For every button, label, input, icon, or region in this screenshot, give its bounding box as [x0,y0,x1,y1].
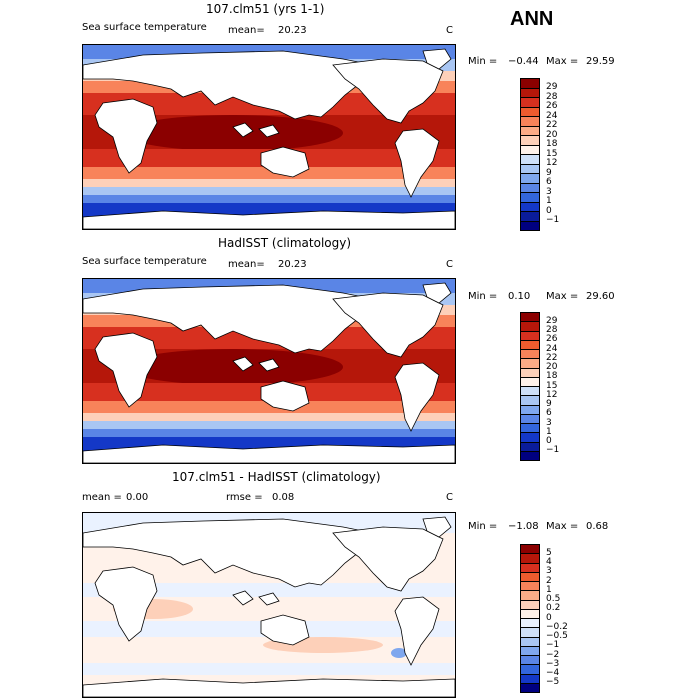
panel2-min-value: 0.10 [508,291,531,302]
panel1-variable: Sea surface temperature [82,22,207,33]
panel1-map [82,44,456,230]
panel1-max-label: Max = [546,56,579,67]
colorbar-label: 2 [546,575,552,586]
colorbar-label: 22 [546,120,558,130]
colorbar-label: −3 [546,658,560,669]
colorbar-label: 0.5 [546,594,561,604]
panel2-mean-value: 20.23 [278,259,307,270]
panel3-mean-label: mean = [82,492,122,503]
colorbar-label: −2 [546,649,560,660]
colorbar-label: 22 [546,352,558,363]
panel2-map-svg [83,279,455,463]
colorbar-label: −1 [546,215,560,225]
panel1-units: C [446,25,453,36]
colorbar-label: 18 [546,371,558,382]
panel1-mean-value: 20.23 [278,25,307,36]
panel3-min-value: −1.08 [508,521,539,532]
colorbar-label: 1 [546,584,552,595]
colorbar-label: −0.2 [546,621,568,632]
panel1-min-label: Min = [468,56,498,67]
panel1-max-value: 29.59 [586,56,615,67]
colorbar-label: 0.2 [546,603,561,614]
colorbar-label: 0 [546,436,552,446]
colorbar-label: 12 [546,389,558,400]
colorbar-label: 3 [546,566,552,577]
colorbar-label: 29 [546,315,558,326]
season-label: ANN [510,8,554,30]
colorbar-label: 15 [546,380,558,391]
colorbar-label: 3 [546,186,552,197]
colorbar-label: 6 [546,408,552,419]
colorbar-label: 26 [546,334,558,345]
panel2-mean-label: mean= [228,259,265,270]
panel3-max-label: Max = [546,521,579,532]
colorbar-label: 0 [546,205,552,216]
colorbar-label: 9 [546,399,552,409]
colorbar-label: −4 [546,668,560,678]
colorbar-label: 28 [546,91,558,102]
colorbar-swatch [520,450,540,461]
colorbar-label: 5 [546,547,552,558]
panel2-min-label: Min = [468,291,498,302]
colorbar-label: 4 [546,557,552,567]
panel3-mean-value: 0.00 [126,492,149,503]
colorbar-label: −1 [546,640,560,651]
colorbar-label: 6 [546,177,552,187]
colorbar-label: 28 [546,325,558,335]
panel1-colorbar: 29 28 26 24 22 20 18 15 12 9 6 3 1 0 −1 [520,78,580,231]
colorbar-label: 1 [546,426,552,437]
colorbar-swatch [520,220,540,231]
panel2-title: HadISST (climatology) [218,236,352,250]
colorbar-label: 18 [546,139,558,149]
panel2-units: C [446,259,453,270]
colorbar-label: 0 [546,612,552,623]
colorbar-label: 29 [546,82,558,92]
colorbar-label: −1 [546,445,560,456]
colorbar-label: 20 [546,129,558,140]
panel3-max-value: 0.68 [586,521,609,532]
panel1-mean-label: mean= [228,25,265,36]
colorbar-label: 20 [546,362,558,372]
panel3-min-label: Min = [468,521,498,532]
colorbar-label: −5 [546,677,560,688]
panel3-units: C [446,492,453,503]
colorbar-label: 15 [546,148,558,159]
colorbar-swatch [520,682,540,693]
panel3-rmse-value: 0.08 [272,492,295,503]
panel3-map [82,512,456,698]
colorbar-label: 26 [546,101,558,111]
panel2-max-label: Max = [546,291,579,302]
colorbar-label: 9 [546,167,552,178]
colorbar-label: 24 [546,110,558,121]
panel3-map-svg [83,513,455,697]
panel2-map [82,278,456,464]
panel2-max-value: 29.60 [586,291,615,302]
panel1-min-value: −0.44 [508,56,539,67]
panel1-map-svg [83,45,455,229]
colorbar-label: 12 [546,158,558,168]
panel2-variable: Sea surface temperature [82,256,207,267]
panel3-rmse-label: rmse = [226,492,263,503]
panel3-title: 107.clm51 - HadISST (climatology) [172,470,381,484]
panel3-colorbar: 5 4 3 2 1 0.5 0.2 0 −0.2 −0.5 −1 −2 −3 −4 −5 [520,544,580,693]
colorbar-label: 1 [546,196,552,206]
panel2-colorbar: 29 28 26 24 22 20 18 15 12 9 6 3 1 0 −1 [520,312,580,461]
colorbar-label: 24 [546,343,558,354]
colorbar-label: 3 [546,417,552,428]
colorbar-label: −0.5 [546,631,568,641]
panel1-title: 107.clm51 (yrs 1-1) [206,2,325,16]
